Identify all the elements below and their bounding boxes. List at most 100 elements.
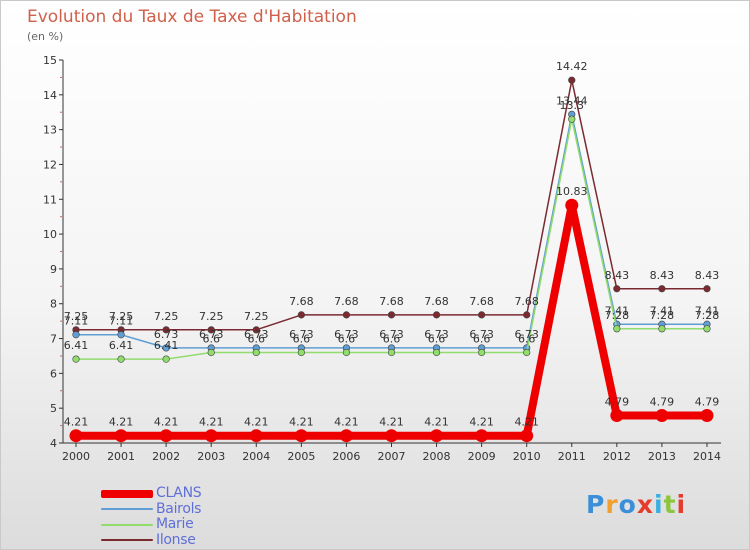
y-tick-label: 13 xyxy=(43,124,57,137)
data-label-bairols: 7.41 xyxy=(650,304,675,317)
data-label-clans: 4.21 xyxy=(109,416,134,429)
data-point-ilonse xyxy=(387,311,396,319)
data-point-clans xyxy=(430,429,444,443)
data-label-marie: 7.28 xyxy=(605,309,630,322)
x-tick-label: 2005 xyxy=(287,450,315,463)
data-label-clans: 4.79 xyxy=(650,395,675,408)
data-point-marie xyxy=(117,355,125,363)
data-point-clans xyxy=(520,429,534,443)
legend-label-bairols: Bairols xyxy=(156,500,202,517)
data-point-clans xyxy=(69,429,83,443)
data-point-marie xyxy=(703,325,711,333)
data-point-ilonse xyxy=(297,311,305,319)
data-label-bairols: 6.73 xyxy=(424,328,449,341)
data-point-clans xyxy=(384,429,398,443)
data-label-marie: 6.6 xyxy=(383,332,401,345)
data-point-clans xyxy=(294,429,308,443)
data-label-bairols: 6.73 xyxy=(154,328,179,341)
logo-letter: i xyxy=(654,490,664,519)
y-tick-label: 15 xyxy=(43,54,57,67)
data-point-marie xyxy=(342,348,351,357)
data-label-marie: 6.6 xyxy=(338,332,356,345)
x-tick-label: 2010 xyxy=(513,450,541,463)
data-point-ilonse xyxy=(342,311,351,319)
data-label-clans: 4.21 xyxy=(289,416,314,429)
data-point-ilonse xyxy=(478,311,486,319)
data-label-ilonse: 7.25 xyxy=(64,310,89,323)
data-label-clans: 4.21 xyxy=(199,416,224,429)
data-point-bairols xyxy=(117,331,125,339)
data-label-ilonse: 8.43 xyxy=(695,269,720,282)
legend-item-marie: Marie xyxy=(101,517,201,533)
series-line-marie xyxy=(75,118,708,360)
logo-letter: i xyxy=(676,490,687,519)
x-tick-label: 2007 xyxy=(377,450,405,463)
logo-letter: t xyxy=(663,490,677,519)
data-point-ilonse xyxy=(207,326,215,334)
y-tick-label: 6 xyxy=(50,367,57,380)
data-point-clans xyxy=(475,429,489,443)
data-label-bairols: 6.73 xyxy=(334,328,359,341)
data-label-ilonse: 7.68 xyxy=(379,295,404,308)
data-label-bairols: 6.73 xyxy=(379,328,404,341)
data-label-ilonse: 7.25 xyxy=(244,310,269,323)
data-label-bairols: 7.41 xyxy=(605,304,630,317)
x-tick-label: 2009 xyxy=(468,450,496,463)
legend-swatch-bairols xyxy=(101,508,153,511)
data-point-clans xyxy=(655,408,669,422)
data-point-clans xyxy=(249,429,263,443)
data-label-clans: 4.21 xyxy=(424,416,449,429)
data-point-marie xyxy=(658,325,666,333)
x-tick-label: 2001 xyxy=(107,450,135,463)
x-tick-label: 2004 xyxy=(242,450,270,463)
y-tick-label: 8 xyxy=(50,298,57,311)
y-tick-label: 10 xyxy=(43,228,57,241)
data-label-marie: 6.6 xyxy=(428,332,446,345)
chart-legend: CLANS Bairols Marie Ilonse xyxy=(101,485,202,548)
data-label-clans: 4.79 xyxy=(695,395,720,408)
data-label-ilonse: 8.43 xyxy=(605,269,630,282)
data-label-clans: 4.21 xyxy=(379,416,404,429)
x-tick-label: 2003 xyxy=(197,450,225,463)
data-label-bairols: 6.73 xyxy=(199,328,224,341)
data-label-ilonse: 7.68 xyxy=(469,295,494,308)
data-label-ilonse: 7.68 xyxy=(514,295,539,308)
data-label-ilonse: 7.68 xyxy=(424,295,449,308)
data-point-ilonse xyxy=(703,285,711,293)
data-point-ilonse xyxy=(432,311,441,319)
data-label-clans: 4.21 xyxy=(334,416,359,429)
data-point-marie xyxy=(568,115,576,123)
legend-label-clans: CLANS xyxy=(156,485,202,502)
proxiti-logo: Proxiti xyxy=(586,490,686,519)
data-label-marie: 6.41 xyxy=(64,339,89,352)
x-tick-label: 2013 xyxy=(648,450,676,463)
x-tick-label: 2014 xyxy=(693,450,721,463)
data-label-marie: 6.6 xyxy=(248,332,266,345)
data-label-marie: 6.6 xyxy=(202,332,220,345)
data-label-bairols: 13.44 xyxy=(556,94,588,107)
data-point-marie xyxy=(207,348,215,357)
x-tick-label: 2008 xyxy=(423,450,451,463)
data-label-ilonse: 8.43 xyxy=(650,269,675,282)
data-label-ilonse: 7.68 xyxy=(334,295,359,308)
data-point-ilonse xyxy=(658,285,666,293)
logo-letter: o xyxy=(618,490,637,519)
data-label-marie: 6.41 xyxy=(154,339,179,352)
data-label-ilonse: 14.42 xyxy=(556,60,588,73)
data-point-marie xyxy=(162,355,170,363)
data-point-ilonse xyxy=(523,311,531,319)
x-tick-label: 2002 xyxy=(152,450,180,463)
data-label-marie: 6.6 xyxy=(293,332,311,345)
data-label-marie: 6.6 xyxy=(518,332,536,345)
data-label-marie: 7.28 xyxy=(650,309,675,322)
data-label-bairols: 6.73 xyxy=(514,328,539,341)
x-tick-label: 2006 xyxy=(332,450,360,463)
data-point-marie xyxy=(252,348,260,357)
data-point-ilonse xyxy=(252,326,260,334)
data-label-marie: 13.3 xyxy=(560,99,585,112)
data-point-ilonse xyxy=(568,76,576,84)
data-point-marie xyxy=(297,348,305,357)
x-tick-label: 2011 xyxy=(558,450,586,463)
